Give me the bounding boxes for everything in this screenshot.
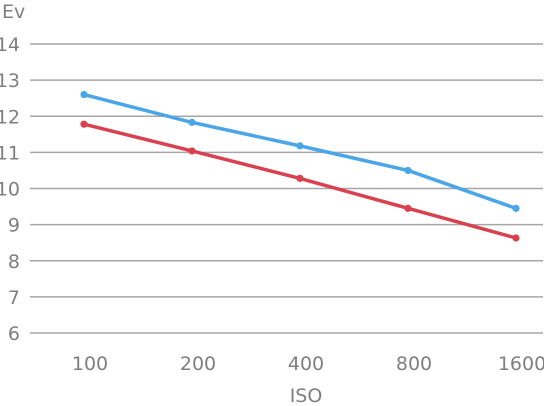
- y-tick-label: 8: [8, 251, 20, 273]
- data-point: [404, 204, 412, 212]
- data-point: [80, 120, 88, 128]
- data-point: [80, 90, 88, 99]
- y-tick-label: 10: [0, 179, 20, 201]
- y-tick-label: 14: [0, 34, 20, 56]
- y-tick-label: 13: [0, 70, 20, 92]
- data-point: [188, 147, 196, 155]
- x-tick-label: 800: [396, 353, 432, 375]
- data-point: [512, 234, 520, 242]
- series-group: [80, 90, 520, 242]
- x-tick-label: 400: [288, 353, 324, 375]
- series-line-1: [82, 92, 518, 211]
- y-tick-label: 12: [0, 106, 20, 128]
- gridlines: [30, 43, 543, 334]
- data-point: [296, 174, 304, 182]
- x-tick-label: 200: [180, 353, 216, 375]
- data-point: [404, 166, 412, 175]
- data-point: [188, 118, 196, 126]
- y-tick-label: 7: [8, 287, 20, 309]
- y-tick-labels: 6 7 8 9 10 11 12 13 14: [0, 34, 20, 345]
- x-tick-labels: 100 200 400 800 1600: [72, 353, 544, 375]
- y-axis-label: Ev: [2, 1, 25, 23]
- data-point: [296, 142, 304, 150]
- y-tick-label: 9: [8, 215, 20, 237]
- x-axis-label: ISO: [290, 385, 323, 406]
- x-tick-label: 1600: [498, 353, 544, 375]
- x-tick-label: 100: [72, 353, 108, 375]
- data-point: [512, 204, 520, 212]
- y-tick-label: 11: [0, 142, 20, 164]
- y-tick-label: 6: [8, 323, 20, 345]
